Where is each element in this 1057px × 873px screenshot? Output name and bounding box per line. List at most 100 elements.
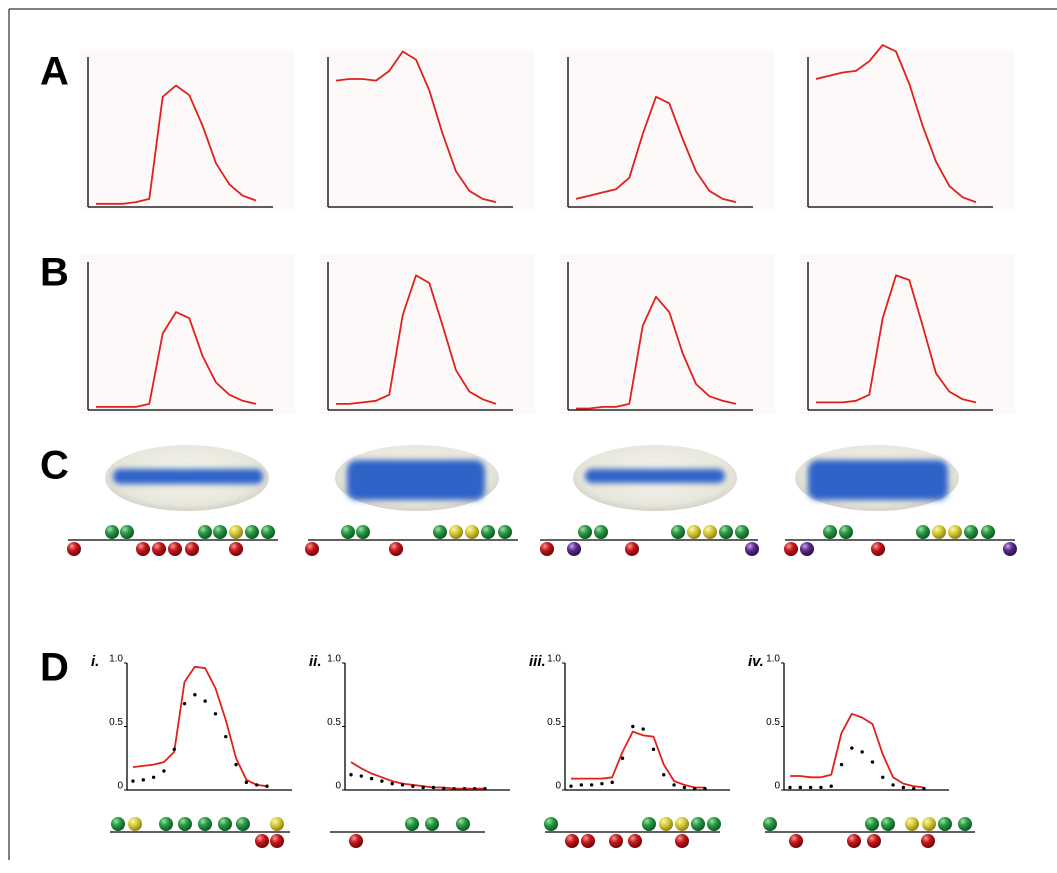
data-dot [870,760,875,764]
data-dot [901,785,906,790]
plot-background [320,254,535,414]
data-dot [641,727,645,731]
data-dot [390,781,394,786]
band [585,469,725,483]
gel-images [105,445,959,511]
y-tick-label: 0 [117,781,123,792]
bead [735,525,749,539]
data-dot [213,712,218,716]
data-dot [442,787,446,791]
bead [67,542,81,556]
bead [565,834,579,848]
bead [105,525,119,539]
panel-label: A [40,50,69,94]
bead [871,542,885,556]
bead [659,817,673,831]
bead [341,525,355,539]
bead [948,525,962,539]
bead [159,817,173,831]
bead [905,817,919,831]
bead [255,834,269,848]
bead [128,817,142,831]
chart-title: iv. [748,653,764,670]
data-dot [203,699,207,703]
data-dot [462,787,467,791]
data-dot [369,776,374,781]
data-dot [651,747,656,752]
data-dot [600,781,604,786]
chart-title: i. [91,653,99,670]
y-tick-label: 1.0 [766,654,780,665]
data-dot [860,750,864,754]
band [347,460,485,500]
data-line [96,84,257,205]
bead [581,834,595,848]
data-dot [411,784,415,788]
data-dot [682,785,687,790]
bead [847,834,861,848]
data-dot [172,747,176,752]
bead [449,525,463,539]
bead [675,834,689,848]
bead [609,834,623,848]
bead [881,817,895,831]
data-dot [254,783,259,787]
data-dot [829,784,833,788]
data-dot [788,785,792,790]
plot-background [320,49,535,211]
bead [578,525,592,539]
bead [789,834,803,848]
bead [136,542,150,556]
data-line [816,274,977,404]
data-dot [808,785,813,790]
y-tick-label: 1.0 [109,654,123,665]
data-dot [483,787,487,791]
y-tick-label: 0 [335,781,341,792]
bead [540,542,554,556]
data-dot [589,783,594,787]
data-dot [610,780,614,785]
bead [823,525,837,539]
plot-background [800,49,1015,211]
chart-title: iii. [529,653,546,670]
data-dot [881,775,885,779]
bead [687,525,701,539]
bead [921,834,935,848]
bead [916,525,930,539]
bead [932,525,946,539]
y-tick-label: 0 [774,781,780,792]
data-line [571,730,705,789]
bead [719,525,733,539]
data-dot [431,785,436,790]
bead [152,542,166,556]
bead [745,542,759,556]
bead [213,525,227,539]
data-line [96,311,257,408]
bead [594,525,608,539]
data-dot [891,783,895,787]
bead [425,817,439,831]
data-dot [151,775,156,779]
data-dot [579,783,584,787]
plot-background [80,254,295,414]
data-dot [620,756,625,760]
bead [465,525,479,539]
data-dot [631,724,635,729]
bead [198,817,212,831]
data-dot [141,778,146,782]
bead [800,542,814,556]
data-dot [569,784,573,788]
bead [628,834,642,848]
data-dot [400,783,405,787]
bead [567,542,581,556]
bead [839,525,853,539]
panel-label: D [40,646,69,690]
plot-background [80,49,295,211]
bead [261,525,275,539]
data-dot [234,762,238,767]
data-dot [922,787,926,791]
bead [218,817,232,831]
data-dot [839,762,844,767]
data-line [132,665,268,788]
y-tick-label: 0.5 [547,717,561,728]
